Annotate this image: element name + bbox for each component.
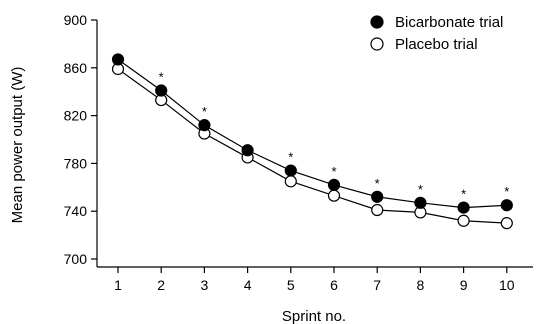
y-axis-ticks: 700 740 780 820 860 900	[64, 12, 97, 267]
x-tick-label: 9	[460, 277, 468, 293]
series-2-markers	[111, 62, 513, 230]
data-point	[371, 190, 384, 203]
x-tick-label: 3	[201, 277, 209, 293]
y-axis-label: Mean power output (W)	[9, 67, 26, 224]
legend-label: Bicarbonate trial	[395, 14, 503, 31]
data-point	[457, 214, 470, 227]
x-tick-label: 1	[114, 277, 122, 293]
x-axis-ticks: 1 2 3 4 5 6 7 8 9 10	[114, 267, 515, 293]
significance-star: *	[504, 184, 509, 199]
x-tick-label: 6	[330, 277, 338, 293]
significance-star: *	[375, 176, 380, 191]
data-point	[284, 175, 297, 188]
data-point	[327, 189, 341, 202]
data-point	[457, 201, 470, 214]
x-axis-label: Sprint no.	[282, 308, 346, 324]
x-tick-label: 10	[499, 277, 515, 293]
series-2	[117, 68, 507, 224]
legend-label: Placebo trial	[395, 36, 478, 53]
axes	[96, 20, 533, 268]
series-1	[117, 58, 507, 209]
y-tick-label: 780	[64, 155, 88, 171]
legend-marker	[370, 37, 384, 51]
y-tick-label: 700	[64, 251, 88, 267]
y-tick-label: 860	[64, 60, 88, 76]
significance-star: *	[331, 164, 336, 179]
legend: Bicarbonate trial Placebo trial	[370, 14, 503, 53]
data-point	[500, 199, 513, 212]
x-tick-label: 2	[157, 277, 165, 293]
x-tick-label: 5	[287, 277, 295, 293]
data-point	[198, 119, 211, 132]
significance-star: *	[159, 70, 164, 85]
significance-markers: * * * * * * * *	[159, 70, 510, 202]
y-tick-label: 820	[64, 108, 88, 124]
series-line	[117, 58, 507, 209]
data-point	[414, 196, 427, 209]
data-point	[500, 217, 513, 230]
significance-star: *	[202, 104, 207, 119]
x-tick-label: 8	[417, 277, 425, 293]
series-1-markers	[111, 53, 513, 214]
x-tick-label: 7	[373, 277, 381, 293]
x-tick-label: 4	[244, 277, 252, 293]
series-layer	[111, 53, 513, 230]
series-line	[117, 68, 507, 224]
data-point	[284, 164, 297, 177]
data-point	[241, 144, 254, 157]
data-point	[111, 53, 125, 66]
significance-star: *	[461, 187, 466, 202]
y-tick-label: 900	[64, 12, 88, 28]
data-point	[327, 178, 341, 192]
y-tick-label: 740	[64, 203, 88, 219]
significance-star: *	[288, 150, 293, 165]
data-point	[155, 84, 168, 97]
legend-marker	[370, 15, 384, 29]
significance-star: *	[418, 182, 423, 197]
data-point	[371, 203, 384, 217]
